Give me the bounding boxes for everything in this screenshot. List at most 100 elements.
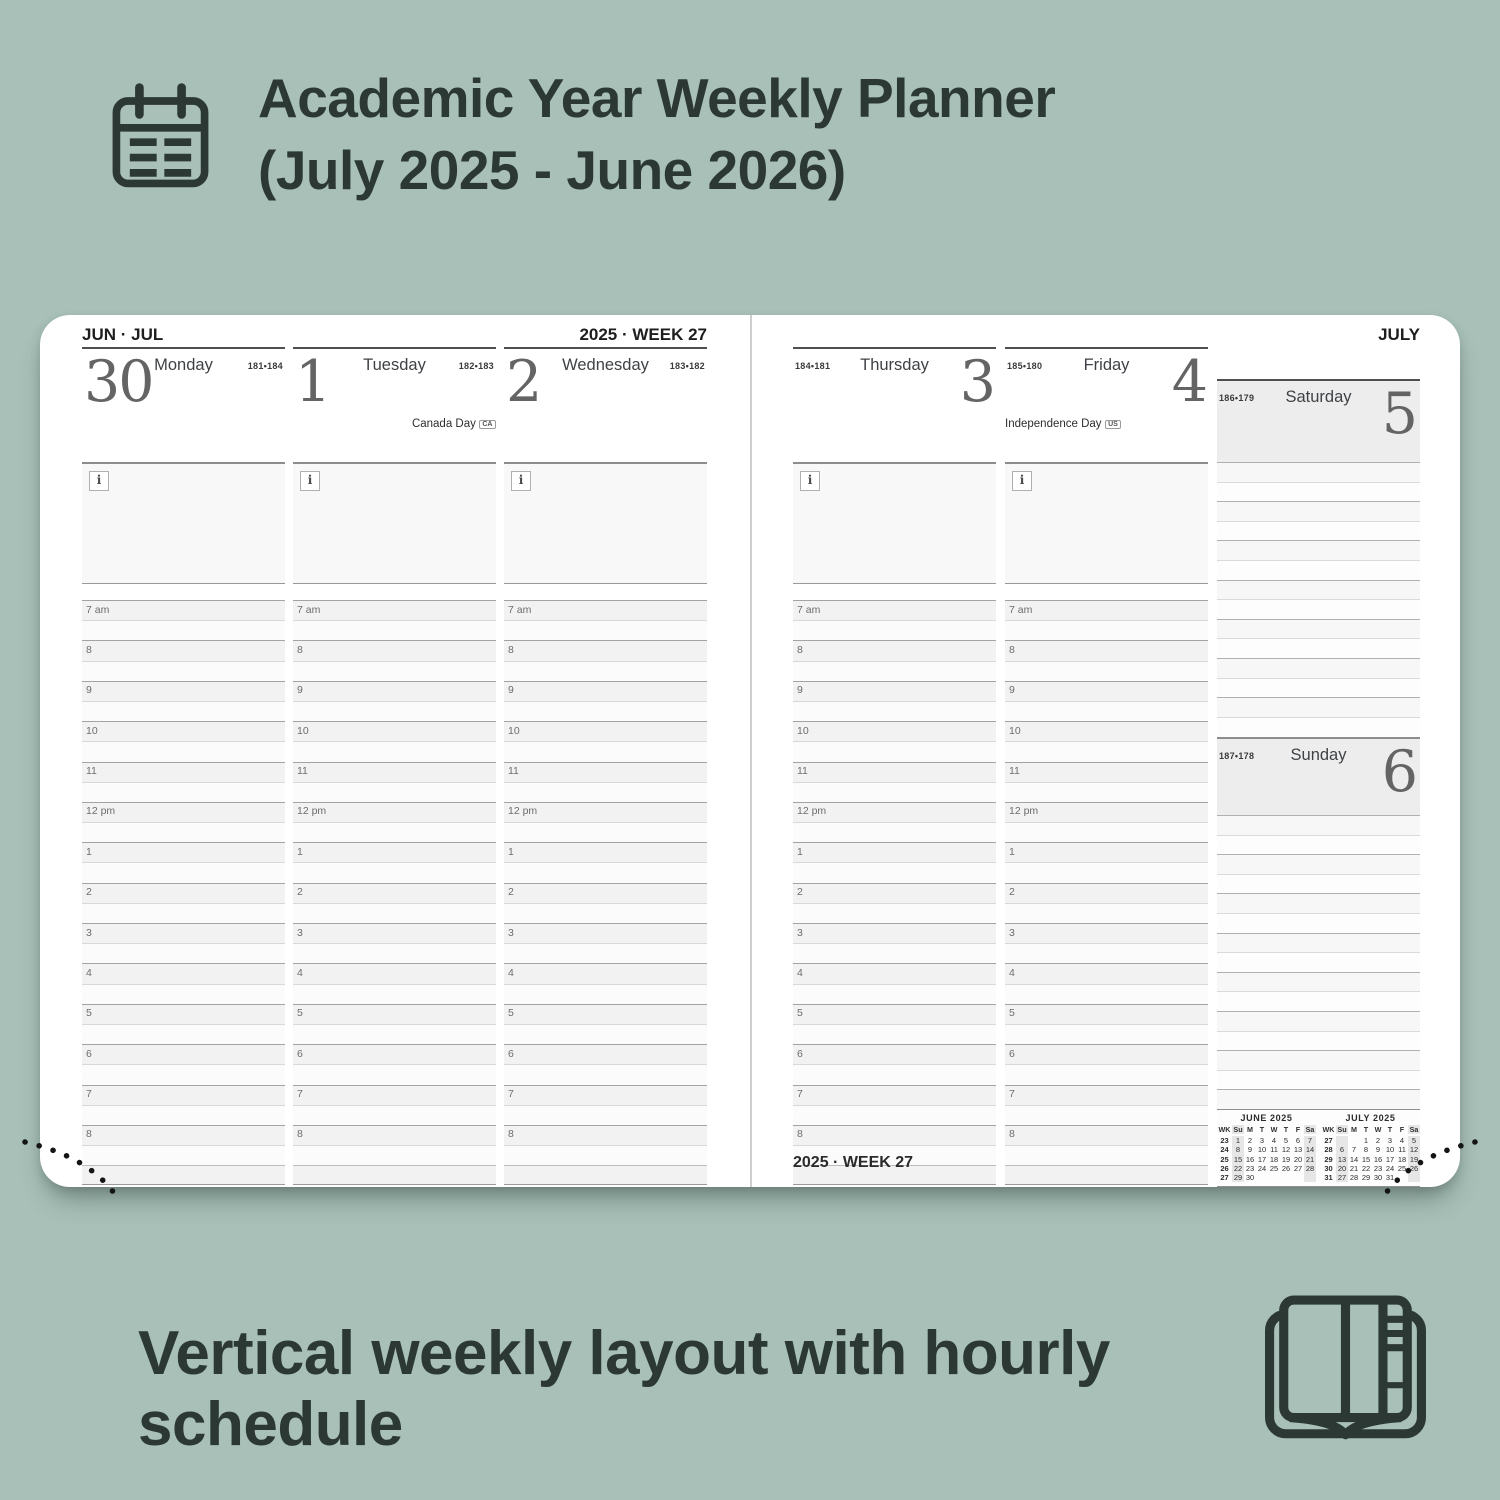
mini-calendar-cell: 7 <box>1304 1136 1316 1146</box>
mini-calendar-cell: 19 <box>1408 1154 1420 1164</box>
hour-row: 12 pm <box>793 801 996 823</box>
sunday-ruled-area <box>1217 815 1420 1109</box>
mini-calendar-weekday: W <box>1374 1125 1382 1134</box>
ruled-line <box>1217 932 1420 953</box>
mini-calendar-cell: 3 <box>1259 1136 1265 1146</box>
half-hour-row <box>1005 1064 1208 1085</box>
half-hour-row <box>293 822 496 843</box>
half-hour-row <box>793 1104 996 1125</box>
hour-label: 12 pm <box>1009 805 1039 818</box>
ruled-line <box>1217 716 1420 737</box>
day-header: 1 Tuesday 182•183 Canada Day CA <box>293 347 496 432</box>
half-hour-row <box>793 1145 996 1166</box>
mini-calendar-cell: 1 <box>1363 1136 1369 1146</box>
ruled-line <box>1217 677 1420 698</box>
day-name: Sunday <box>1290 746 1347 764</box>
half-hour-row <box>1005 1104 1208 1125</box>
hour-label: 7 am <box>297 603 321 616</box>
half-hour-row <box>504 822 707 843</box>
half-hour-row <box>504 700 707 722</box>
mini-calendar-cell: 22 <box>1361 1163 1371 1173</box>
day-of-year: 185•180 <box>1007 361 1043 371</box>
mini-calendar-cell: 26 <box>1408 1163 1420 1173</box>
mini-calendar-cell: 27 <box>1336 1172 1348 1183</box>
mini-calendar-weekday: Sa <box>1408 1125 1420 1135</box>
ruled-line <box>1217 1010 1420 1031</box>
calendar-icon <box>112 83 209 188</box>
mini-calendar-cell: 11 <box>1270 1145 1278 1155</box>
mini-calendar-cell <box>1280 1173 1292 1182</box>
half-hour-row <box>82 822 285 843</box>
half-hour-row <box>293 741 496 762</box>
hour-row: 5 <box>293 1003 496 1024</box>
notes-box: i <box>82 462 285 584</box>
day-column-wednesday: 2 Wednesday 183•182 i 7 am 8 9 10 11 12 pm 1 2 3 4 5 6 7… <box>504 347 707 1186</box>
hour-row: 12 pm <box>1005 801 1208 823</box>
half-hour-row <box>504 1145 707 1166</box>
hour-row-end <box>82 1165 285 1186</box>
half-hour-row <box>82 1023 285 1045</box>
mini-calendar-cell: 15 <box>1361 1154 1371 1164</box>
mini-calendar-cell: 19 <box>1281 1154 1291 1164</box>
day-name: Friday <box>1083 356 1130 374</box>
hour-label: 4 <box>86 966 92 979</box>
mini-calendar-cell: 10 <box>1385 1145 1395 1155</box>
hour-row: 11 <box>793 761 996 782</box>
ruled-line <box>1217 462 1420 482</box>
caption-text: Vertical weekly layout with hourly sched… <box>138 1319 1110 1459</box>
hour-row: 2 <box>504 882 707 903</box>
day-column-monday: 30 Monday 181•184 i 7 am 8 9 10 11 12 pm 1 2 3 4 5 6 7 8 <box>82 347 285 1186</box>
mini-calendar-cell: 12 <box>1408 1145 1420 1155</box>
half-hour-row <box>293 1064 496 1085</box>
half-hour-row <box>82 943 285 964</box>
day-name: Saturday <box>1285 388 1352 406</box>
hour-label: 8 <box>86 1128 92 1141</box>
hour-row-end <box>793 1165 996 1186</box>
half-hour-row <box>793 943 996 964</box>
planner-spread: JUN · JUL 2025 · WEEK 27 JULY 30 Monday 18… <box>40 315 1460 1187</box>
hour-label: 2 <box>797 886 803 899</box>
day-name: Tuesday <box>363 356 426 374</box>
mini-calendar-cell: 23 <box>1245 1163 1255 1173</box>
ruled-line <box>1217 834 1420 855</box>
half-hour-row <box>504 781 707 802</box>
half-hour-row <box>793 983 996 1004</box>
mini-calendar-cell <box>1304 1172 1316 1183</box>
mini-calendar-row: 27 29 30 <box>1217 1172 1316 1183</box>
hour-label: 4 <box>797 966 803 979</box>
half-hour-row <box>293 983 496 1004</box>
mini-calendar-row: 24 8 9 10 11 12 13 14 <box>1217 1145 1316 1155</box>
ruled-line <box>1217 481 1420 502</box>
hour-row: 8 <box>1005 640 1208 661</box>
hour-label: 7 <box>86 1088 92 1100</box>
mini-calendar-row: 29 13 14 15 16 17 18 19 <box>1321 1154 1420 1164</box>
hour-row: 5 <box>793 1003 996 1024</box>
hour-label: 12 pm <box>86 805 116 818</box>
half-hour-row <box>504 620 707 641</box>
hour-row: 8 <box>293 640 496 661</box>
hour-row: 10 <box>293 721 496 742</box>
half-hour-row <box>82 700 285 722</box>
mini-calendar-row: 25 15 16 17 18 19 20 21 <box>1217 1154 1316 1164</box>
half-hour-row <box>293 902 496 923</box>
hour-row: 5 <box>82 1003 285 1024</box>
corner-stitch-left-icon <box>22 1139 122 1203</box>
hour-row: 6 <box>793 1044 996 1065</box>
half-hour-row <box>793 781 996 802</box>
hour-row: 9 <box>82 680 285 701</box>
ruled-line <box>1217 618 1420 639</box>
half-hour-row <box>82 1145 285 1166</box>
hour-row: 8 <box>82 640 285 661</box>
mini-calendar-cell: 3 <box>1387 1136 1393 1146</box>
half-hour-row <box>793 620 996 641</box>
hour-row: 7 am <box>793 600 996 621</box>
mini-calendar-cell: 4 <box>1399 1136 1405 1146</box>
hour-row: 1 <box>504 842 707 863</box>
half-hour-row <box>293 781 496 802</box>
half-hour-row <box>293 1104 496 1125</box>
hour-row: 8 <box>293 1124 496 1146</box>
saturday-header: 5 Saturday 186•179 <box>1217 379 1420 462</box>
hour-label: 10 <box>86 724 98 737</box>
ruled-line <box>1217 971 1420 992</box>
hour-row: 6 <box>504 1044 707 1065</box>
